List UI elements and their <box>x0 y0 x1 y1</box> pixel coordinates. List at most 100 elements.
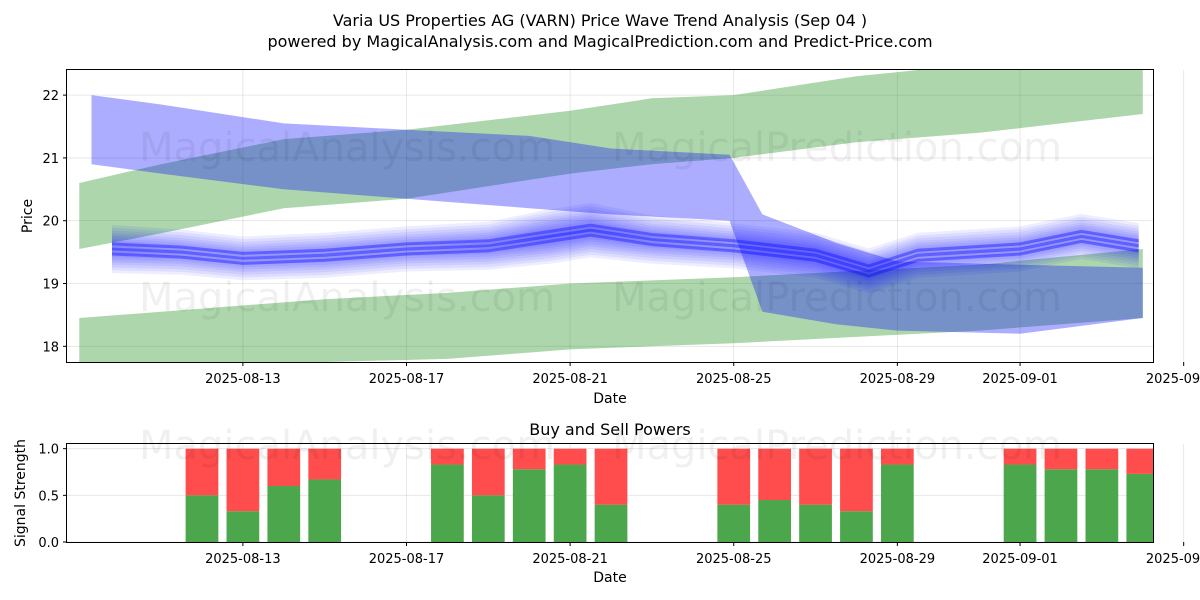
sell-power-bar <box>471 448 505 496</box>
power-plot-frame <box>66 443 1154 543</box>
buy-power-bar <box>758 500 791 542</box>
price-chart-grid <box>67 70 1185 362</box>
ensemble-line <box>111 228 1139 273</box>
ensemble-band <box>112 213 1139 278</box>
power-x-tick-label: 2025-08-17 <box>369 552 445 567</box>
sell-power-bar <box>226 448 260 512</box>
power-x-tick-label: 2025-09-05 <box>1146 552 1200 567</box>
price-plot-frame <box>66 69 1154 363</box>
price-wave-chart: MagicalAnalysis.com MagicalPrediction.co… <box>20 69 1200 407</box>
buy-power-bar <box>840 511 873 542</box>
power-x-tick-label: 2025-08-25 <box>696 552 772 567</box>
price-x-axis: 2025-08-13 2025-08-17 2025-08-21 2025-08-25… <box>205 362 1200 387</box>
power-bars <box>185 448 1153 542</box>
ensemble-band <box>112 216 1139 281</box>
ensemble-band <box>112 208 1139 273</box>
price-x-tick-label: 2025-09-05 <box>1146 372 1200 387</box>
sell-power-bar <box>1003 448 1037 465</box>
sell-power-bar <box>1044 448 1078 470</box>
watermark-prediction-bottom: MagicalPrediction.com <box>612 423 1062 469</box>
price-y-tick-label: 19 <box>42 278 59 293</box>
buy-power-bar <box>799 504 832 542</box>
buy-power-bar <box>1126 473 1153 542</box>
price-x-tick-label: 2025-08-29 <box>860 372 936 387</box>
ensemble-line <box>111 233 1139 278</box>
price-x-tick-label: 2025-08-17 <box>369 372 445 387</box>
price-x-tick-label: 2025-08-21 <box>532 372 608 387</box>
power-x-tick-label: 2025-08-13 <box>205 552 281 567</box>
price-y-tick-label: 18 <box>42 340 59 355</box>
figure-title-line1: Varia US Properties AG (VARN) Price Wave… <box>333 11 867 30</box>
sell-power-bar <box>840 448 873 512</box>
ensemble-band <box>112 211 1139 276</box>
buy-power-bar <box>185 495 219 542</box>
buy-power-bar <box>226 511 260 542</box>
ensemble-band <box>112 205 1139 270</box>
sell-power-bar <box>758 448 791 500</box>
buy-power-bar <box>594 504 628 542</box>
buy-power-bar <box>553 464 587 542</box>
sell-power-bar <box>594 448 628 505</box>
sell-power-bar <box>1126 448 1153 474</box>
blue-wave-band <box>91 95 1143 334</box>
power-y-axis: 0.0 0.5 1.0 <box>38 443 67 551</box>
buy-power-bar <box>1003 464 1037 542</box>
sell-power-bar <box>267 448 301 486</box>
watermark-prediction-lower: MagicalPrediction.com <box>612 275 1062 321</box>
price-y-tick-label: 20 <box>42 215 59 230</box>
ensemble-lines <box>111 202 1139 294</box>
sell-power-bar <box>431 448 464 465</box>
power-y-tick-label: 0.5 <box>38 489 59 504</box>
ensemble-band <box>112 220 1139 286</box>
sell-power-bar <box>1085 448 1119 470</box>
buy-power-bar <box>471 495 505 542</box>
green-wave-band <box>79 249 1143 362</box>
green-wave-band <box>79 70 1143 249</box>
ensemble-band <box>112 226 1139 291</box>
price-y-tick-label: 21 <box>42 152 59 167</box>
buy-power-bar <box>512 469 546 542</box>
power-x-tick-label: 2025-08-21 <box>532 552 608 567</box>
buy-power-bar <box>880 464 914 542</box>
price-x-tick-label: 2025-09-01 <box>982 372 1058 387</box>
sell-power-bar <box>308 448 342 480</box>
price-x-tick-label: 2025-08-13 <box>205 372 281 387</box>
watermark-analysis-bottom: MagicalAnalysis.com <box>139 423 555 469</box>
sell-power-bar <box>799 448 832 505</box>
ensemble-band <box>112 223 1139 288</box>
buy-sell-power-chart: Buy and Sell Powers MagicalAnalysis.com … <box>13 420 1200 586</box>
sell-power-bar <box>717 448 751 505</box>
power-y-tick-label: 0.0 <box>38 536 59 551</box>
power-chart-title: Buy and Sell Powers <box>529 420 691 439</box>
price-x-axis-label: Date <box>593 391 626 407</box>
sell-power-bar <box>185 448 219 496</box>
watermark-prediction: MagicalPrediction.com <box>612 125 1062 171</box>
power-y-axis-label: Signal Strength <box>13 439 29 547</box>
buy-power-bar <box>717 504 751 542</box>
sell-power-bar <box>512 448 546 470</box>
buy-power-bar <box>308 479 342 542</box>
sell-power-bar <box>880 448 914 465</box>
ensemble-band <box>112 229 1139 294</box>
green-wave-bands <box>79 70 1143 362</box>
price-x-tick-label: 2025-08-25 <box>696 372 772 387</box>
power-x-axis: 2025-08-13 2025-08-17 2025-08-21 2025-08-25… <box>205 542 1200 567</box>
buy-power-bar <box>267 486 301 542</box>
ensemble-band <box>112 202 1139 268</box>
power-x-tick-label: 2025-09-01 <box>982 552 1058 567</box>
ensemble-band <box>112 218 1139 283</box>
watermark-analysis-lower: MagicalAnalysis.com <box>139 275 555 321</box>
price-y-axis: 18 19 20 21 22 <box>42 89 67 355</box>
buy-power-bar <box>1044 469 1078 542</box>
ensemble-line <box>111 223 1139 268</box>
power-x-tick-label: 2025-08-29 <box>860 552 936 567</box>
buy-power-bar <box>431 464 464 542</box>
sell-power-bar <box>553 448 587 465</box>
buy-power-bar <box>1085 469 1119 542</box>
price-y-axis-label: Price <box>20 199 36 233</box>
power-y-tick-label: 1.0 <box>38 443 59 458</box>
price-y-tick-label: 22 <box>42 89 59 104</box>
watermark-analysis: MagicalAnalysis.com <box>139 125 555 171</box>
